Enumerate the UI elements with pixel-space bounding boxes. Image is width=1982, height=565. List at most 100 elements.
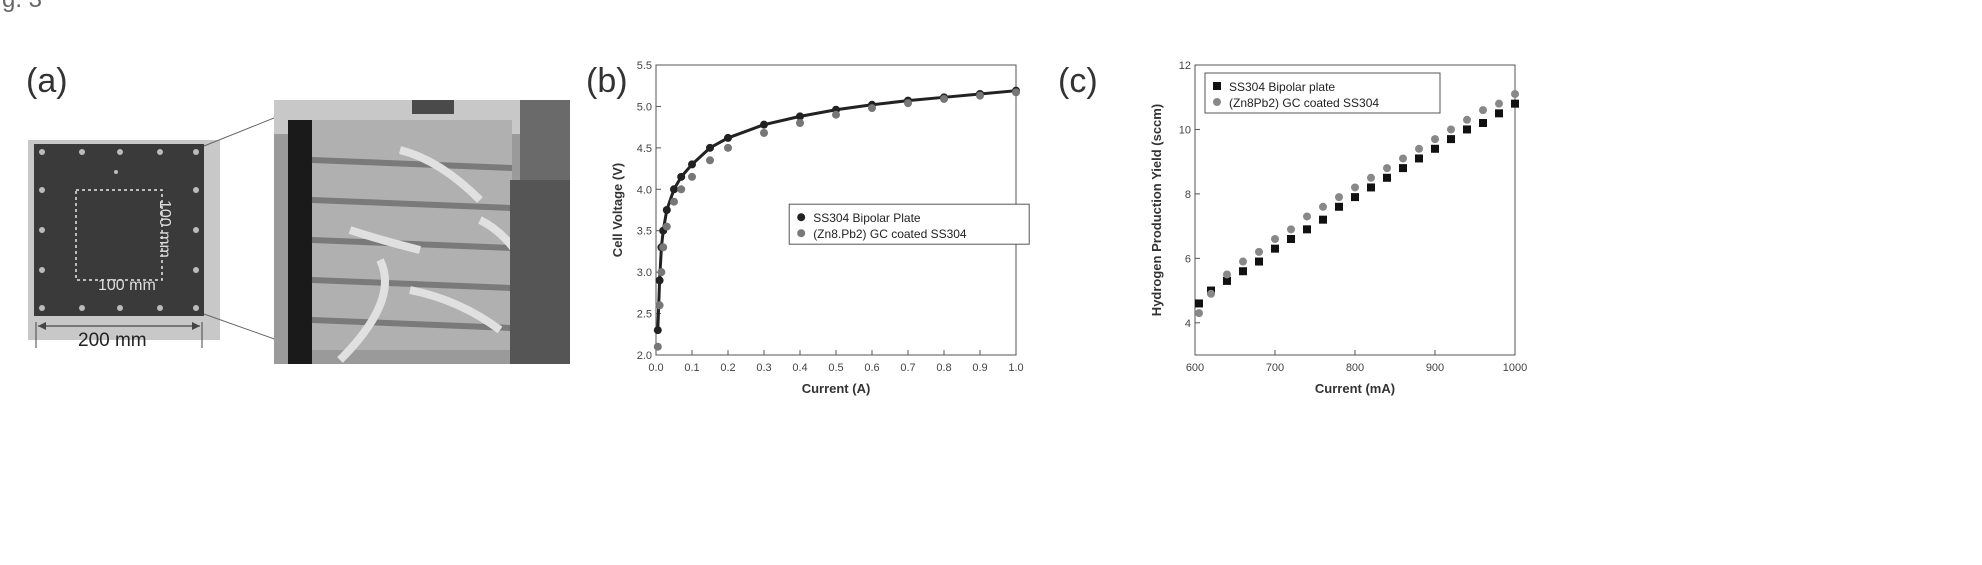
legend-box xyxy=(788,203,1030,245)
data-point xyxy=(1479,119,1487,127)
data-point xyxy=(1195,309,1203,318)
data-point xyxy=(706,156,714,165)
data-point xyxy=(1383,164,1391,173)
figure-caption-fragment: g. 3 xyxy=(2,0,42,14)
x-tick-label: 700 xyxy=(1266,362,1284,374)
data-point xyxy=(1399,154,1407,163)
data-point xyxy=(1351,193,1359,202)
legend-marker xyxy=(1213,98,1221,106)
data-point xyxy=(1335,193,1343,202)
x-tick-label: 0.5 xyxy=(828,362,843,374)
y-tick-label: 4 xyxy=(1185,318,1191,330)
data-point xyxy=(760,128,768,137)
data-point xyxy=(1511,99,1519,108)
y-tick-label: 5.5 xyxy=(637,60,652,72)
data-point xyxy=(1495,99,1503,108)
data-point xyxy=(655,301,664,310)
data-point xyxy=(1415,154,1423,163)
data-point xyxy=(1271,244,1279,253)
data-point xyxy=(1447,125,1455,134)
data-point xyxy=(1479,106,1487,115)
legend-marker xyxy=(797,213,806,222)
data-point xyxy=(1319,202,1327,211)
data-point xyxy=(1319,215,1327,224)
x-tick-label: 0.7 xyxy=(900,362,915,374)
legend-marker xyxy=(797,229,806,238)
series-0 xyxy=(1195,99,1519,308)
y-tick-label: 6 xyxy=(1185,253,1191,265)
x-tick-label: 0.3 xyxy=(756,362,771,374)
outer-dim-label: 200 mm xyxy=(78,330,147,351)
data-point xyxy=(670,197,678,206)
x-tick-label: 800 xyxy=(1346,362,1364,374)
y-tick-label: 4.0 xyxy=(637,184,652,196)
legend-label: SS304 Bipolar plate xyxy=(1229,80,1335,94)
x-tick-label: 0.0 xyxy=(648,362,663,374)
y-axis-label: Cell Voltage (V) xyxy=(610,163,625,257)
data-point xyxy=(688,172,696,181)
data-point xyxy=(1012,88,1020,97)
data-point xyxy=(1431,135,1439,144)
y-tick-label: 2.5 xyxy=(637,309,652,321)
x-tick-label: 1.0 xyxy=(1008,362,1023,374)
legend-label: (Zn8.Pb2) GC coated SS304 xyxy=(813,227,967,241)
data-point xyxy=(1383,173,1391,182)
data-point xyxy=(1495,109,1503,118)
series-1 xyxy=(1195,90,1519,318)
data-point xyxy=(1223,270,1231,279)
data-point xyxy=(1463,125,1471,134)
data-point xyxy=(976,91,984,100)
data-point xyxy=(1239,267,1247,276)
data-point xyxy=(940,94,948,103)
x-tick-label: 0.2 xyxy=(720,362,735,374)
x-tick-label: 600 xyxy=(1186,362,1204,374)
data-point xyxy=(724,143,732,152)
bipolar-plate xyxy=(34,144,204,316)
data-point xyxy=(1195,299,1203,308)
x-tick-label: 0.1 xyxy=(684,362,699,374)
x-tick-label: 0.4 xyxy=(792,362,807,374)
chart-c: 600 700 800 900 1000 4 6 8 10 12 Current (mA) Hydro… xyxy=(1149,60,1527,396)
data-point xyxy=(796,119,804,127)
data-point xyxy=(1351,183,1359,192)
series-line xyxy=(656,89,1017,331)
y-tick-label: 2.0 xyxy=(637,350,652,362)
inner-dim-vertical: 100 mm xyxy=(156,200,173,258)
panel-label-b: (b) xyxy=(586,62,628,100)
x-tick-label: 0.9 xyxy=(972,362,987,374)
x-tick-label: 1000 xyxy=(1503,362,1527,374)
data-point xyxy=(659,243,668,252)
series-1 xyxy=(653,88,1020,351)
panel-label-c: (c) xyxy=(1058,62,1098,100)
x-tick-label: 900 xyxy=(1426,362,1444,374)
data-point xyxy=(1431,144,1439,153)
x-tick-label: 0.8 xyxy=(936,362,951,374)
chart-b: 0.0 0.1 0.2 0.3 0.4 0.5 0.6 0.7 0.8 0.9 1.0 2.0 2.5 3… xyxy=(610,60,1030,396)
data-point xyxy=(1367,183,1375,192)
data-point xyxy=(1287,235,1295,243)
y-tick-label: 12 xyxy=(1179,60,1191,72)
data-point xyxy=(1367,173,1375,182)
y-tick-label: 3.0 xyxy=(637,267,652,279)
data-point xyxy=(1271,235,1279,243)
panel-label-a: (a) xyxy=(26,62,68,100)
data-point xyxy=(1255,247,1263,256)
y-tick-label: 3.5 xyxy=(637,226,652,238)
data-point xyxy=(1303,212,1311,221)
data-point xyxy=(653,342,662,351)
data-point xyxy=(1399,164,1407,173)
data-point xyxy=(1511,90,1519,98)
plate-bolt-holes xyxy=(39,149,199,311)
data-point xyxy=(1287,225,1295,234)
y-axis-label: Hydrogen Production Yield (sccm) xyxy=(1149,104,1164,316)
data-point xyxy=(662,222,671,231)
active-area-outline xyxy=(75,189,163,281)
data-point xyxy=(1415,144,1423,153)
data-point xyxy=(653,326,662,335)
panel-a-figure: 100 mm 100 mm 200 mm xyxy=(28,100,570,364)
x-axis-label: Current (A) xyxy=(802,381,871,396)
data-point xyxy=(657,268,666,277)
y-tick-label: 8 xyxy=(1185,189,1191,201)
data-point xyxy=(1207,289,1215,298)
data-point xyxy=(1447,135,1455,144)
